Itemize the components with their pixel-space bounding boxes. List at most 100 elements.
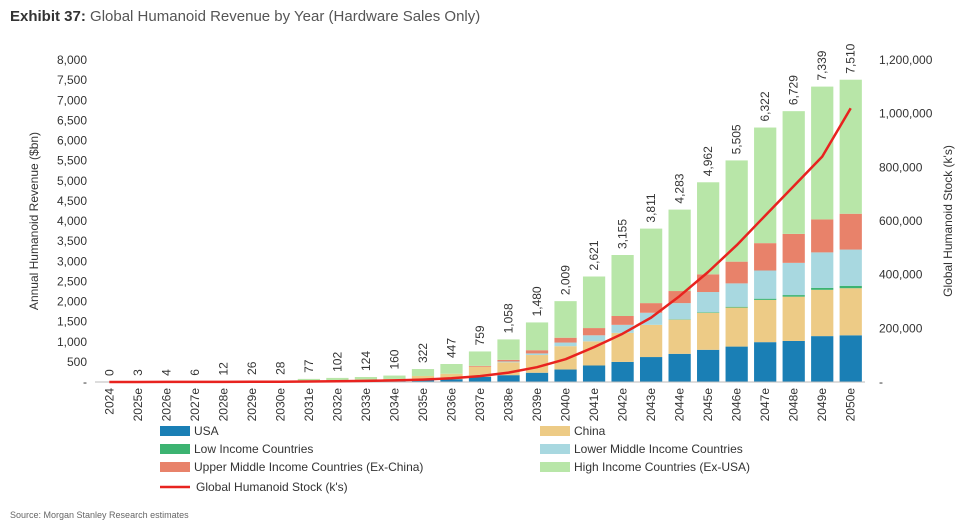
bar-segment xyxy=(811,336,834,382)
legend-swatch xyxy=(160,426,190,436)
bar-total-label: 4,962 xyxy=(701,146,715,176)
y-tick-label: 5,500 xyxy=(57,154,87,168)
bar-segment xyxy=(525,350,549,354)
legend-label: Global Humanoid Stock (k's) xyxy=(196,480,348,494)
bar-segment xyxy=(611,255,634,316)
bar-total-label: 3 xyxy=(131,369,145,376)
bar-segment xyxy=(782,296,805,341)
bar-segment xyxy=(411,379,435,382)
legend-label: Low Income Countries xyxy=(194,442,313,456)
source-note: Source: Morgan Stanley Research estimate… xyxy=(10,510,189,520)
x-tick-label: 2040e xyxy=(559,388,573,422)
bar-segment xyxy=(782,233,805,263)
bar-total-label: 6 xyxy=(188,369,202,376)
x-tick-label: 2026e xyxy=(159,388,173,422)
bar-segment xyxy=(611,332,634,362)
y-tick-label: 1,500 xyxy=(57,315,87,329)
bar-total-label: 1,480 xyxy=(530,286,544,316)
bar-total-label: 447 xyxy=(444,338,458,358)
bar-segment xyxy=(411,375,435,380)
bar-total-label: 322 xyxy=(416,343,430,363)
bar-segment xyxy=(839,285,862,289)
legend-swatch xyxy=(540,444,570,454)
bar-segment xyxy=(839,213,862,250)
bar-total-label: 7,339 xyxy=(815,50,829,80)
bar-segment xyxy=(839,335,862,382)
bar-segment xyxy=(468,351,492,366)
y2-tick-label: 600,000 xyxy=(879,214,923,228)
bar-segment xyxy=(383,375,406,379)
bar-segment xyxy=(525,353,549,356)
bar-segment xyxy=(354,377,378,380)
y-tick-label: - xyxy=(83,375,87,389)
bar-total-label: 2,009 xyxy=(559,265,573,295)
bar-segment xyxy=(525,322,549,351)
bar-total-label: 3,155 xyxy=(616,219,630,249)
bar-total-label: 160 xyxy=(387,349,401,369)
bar-segment xyxy=(326,377,349,380)
x-tick-label: 2031e xyxy=(302,388,316,422)
bar-segment xyxy=(525,372,549,382)
bar-segment xyxy=(554,342,577,347)
bar-segment xyxy=(611,315,634,325)
bar-segment xyxy=(639,357,663,382)
legend-swatch xyxy=(160,462,190,472)
bar-segment xyxy=(554,337,577,343)
bar-total-label: 3,811 xyxy=(644,193,658,222)
x-tick-label: 2025e xyxy=(131,388,145,422)
x-tick-label: 2044e xyxy=(673,388,687,422)
bar-segment xyxy=(697,274,720,293)
x-tick-label: 2043e xyxy=(644,388,658,422)
bar-segment xyxy=(639,228,663,304)
x-tick-label: 2034e xyxy=(387,388,401,422)
bar-segment xyxy=(554,301,577,338)
bar-segment xyxy=(754,299,777,343)
bar-total-label: 6,729 xyxy=(787,75,801,105)
bar-segment xyxy=(497,339,520,360)
y2-tick-label: 1,200,000 xyxy=(879,53,933,67)
bar-segment xyxy=(839,79,862,214)
bar-segment xyxy=(411,369,435,376)
bar-segment xyxy=(668,319,691,354)
bar-segment xyxy=(782,262,805,296)
bar-segment xyxy=(754,342,777,382)
y-tick-label: 1,000 xyxy=(57,335,87,349)
bar-segment xyxy=(440,364,463,374)
x-tick-label: 2035e xyxy=(416,388,430,422)
bar-segment xyxy=(754,243,777,271)
bar-segment xyxy=(725,160,748,262)
bar-segment xyxy=(725,346,748,382)
bar-segment xyxy=(668,303,691,320)
bar-total-label: 7,510 xyxy=(844,43,858,73)
y-tick-label: 500 xyxy=(67,355,87,369)
bar-segment xyxy=(639,303,663,313)
legend-label: China xyxy=(574,424,606,438)
exhibit-label: Exhibit 37: xyxy=(10,8,86,25)
bar-segment xyxy=(554,369,577,382)
y-tick-label: 4,500 xyxy=(57,194,87,208)
y-tick-label: 3,000 xyxy=(57,254,87,268)
legend-label: Lower Middle Income Countries xyxy=(574,442,743,456)
bar-segment xyxy=(468,366,492,377)
legend-swatch xyxy=(540,462,570,472)
title-text: Global Humanoid Revenue by Year (Hardwar… xyxy=(90,8,481,25)
bar-segment xyxy=(582,365,606,382)
bar-segment xyxy=(839,288,862,336)
bar-segment xyxy=(811,86,834,220)
bar-total-label: 2,621 xyxy=(587,240,601,270)
bar-segment xyxy=(697,349,720,382)
bar-segment xyxy=(811,287,834,290)
bar-segment xyxy=(782,340,805,382)
stacked-bar-chart: - 500 1,000 1,500 2,000 2,500 3,000 3,500 4,000 4… xyxy=(27,43,955,494)
bar-total-label: 26 xyxy=(245,361,259,375)
x-tick-label: 2036e xyxy=(444,388,458,422)
x-tick-label: 2028e xyxy=(216,388,230,422)
x-tick-label: 2024 xyxy=(102,388,116,415)
bar-total-label: 4 xyxy=(159,369,173,376)
legend-swatch xyxy=(160,444,190,454)
x-tick-label: 2046e xyxy=(730,388,744,422)
bar-segment xyxy=(697,312,720,350)
bar-total-label: 102 xyxy=(330,352,344,372)
x-tick-label: 2037e xyxy=(473,388,487,422)
y-tick-label: 8,000 xyxy=(57,53,87,67)
